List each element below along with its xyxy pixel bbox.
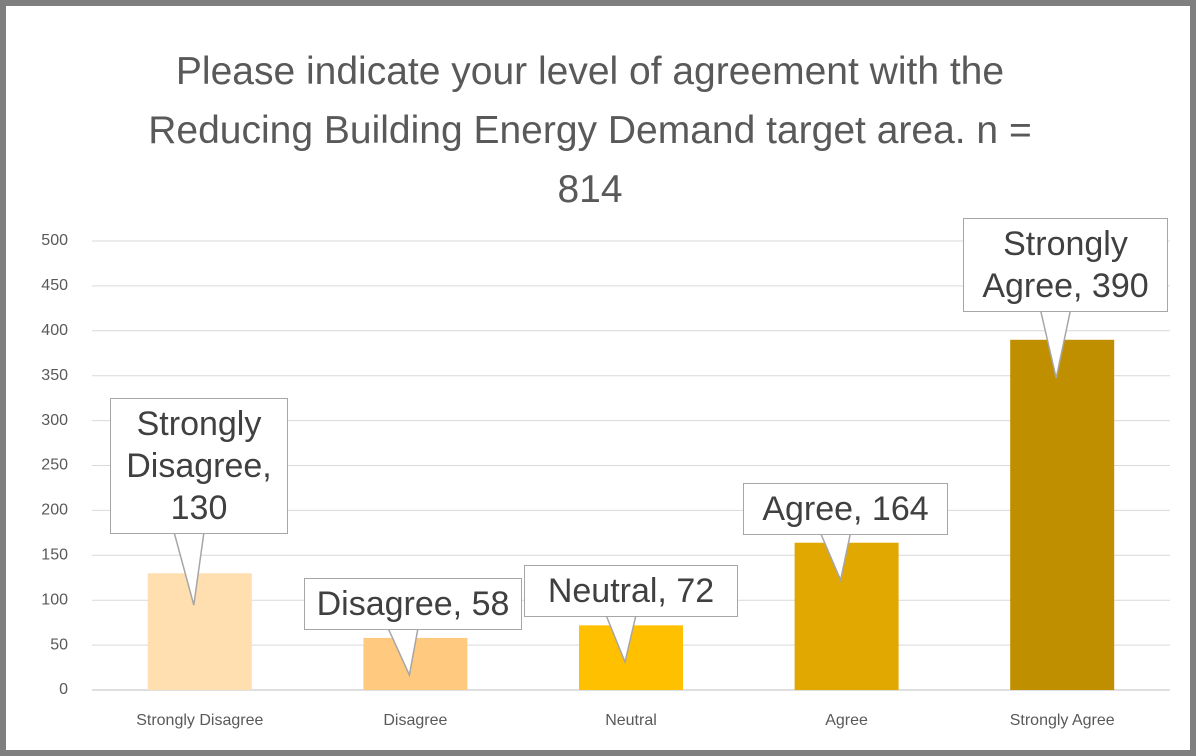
y-tick-label: 150 <box>41 547 68 564</box>
x-tick-label: Strongly Agree <box>1010 712 1115 729</box>
data-label: Strongly Disagree, 130 <box>110 398 288 534</box>
x-tick-label: Disagree <box>383 712 447 729</box>
bar <box>147 573 252 690</box>
x-tick-label: Neutral <box>605 712 657 729</box>
bar <box>1010 339 1115 690</box>
y-tick-label: 200 <box>41 502 68 519</box>
x-tick-label: Agree <box>825 712 868 729</box>
y-tick-label: 300 <box>41 412 68 429</box>
x-tick-label: Strongly Disagree <box>136 712 263 729</box>
data-label: Disagree, 58 <box>304 578 522 630</box>
bar <box>794 542 899 690</box>
y-tick-label: 50 <box>50 636 68 653</box>
y-tick-label: 350 <box>41 367 68 384</box>
y-tick-label: 400 <box>41 322 68 339</box>
y-tick-label: 250 <box>41 457 68 474</box>
chart-title: Please indicate your level of agreement … <box>148 50 1032 211</box>
bar <box>363 637 468 690</box>
y-tick-label: 500 <box>41 232 68 249</box>
y-tick-label: 0 <box>59 681 68 698</box>
y-tick-label: 100 <box>41 591 68 608</box>
y-tick-label: 450 <box>41 277 68 294</box>
data-label: Agree, 164 <box>743 483 948 535</box>
data-label: Strongly Agree, 390 <box>963 218 1168 312</box>
data-label: Neutral, 72 <box>524 565 738 617</box>
